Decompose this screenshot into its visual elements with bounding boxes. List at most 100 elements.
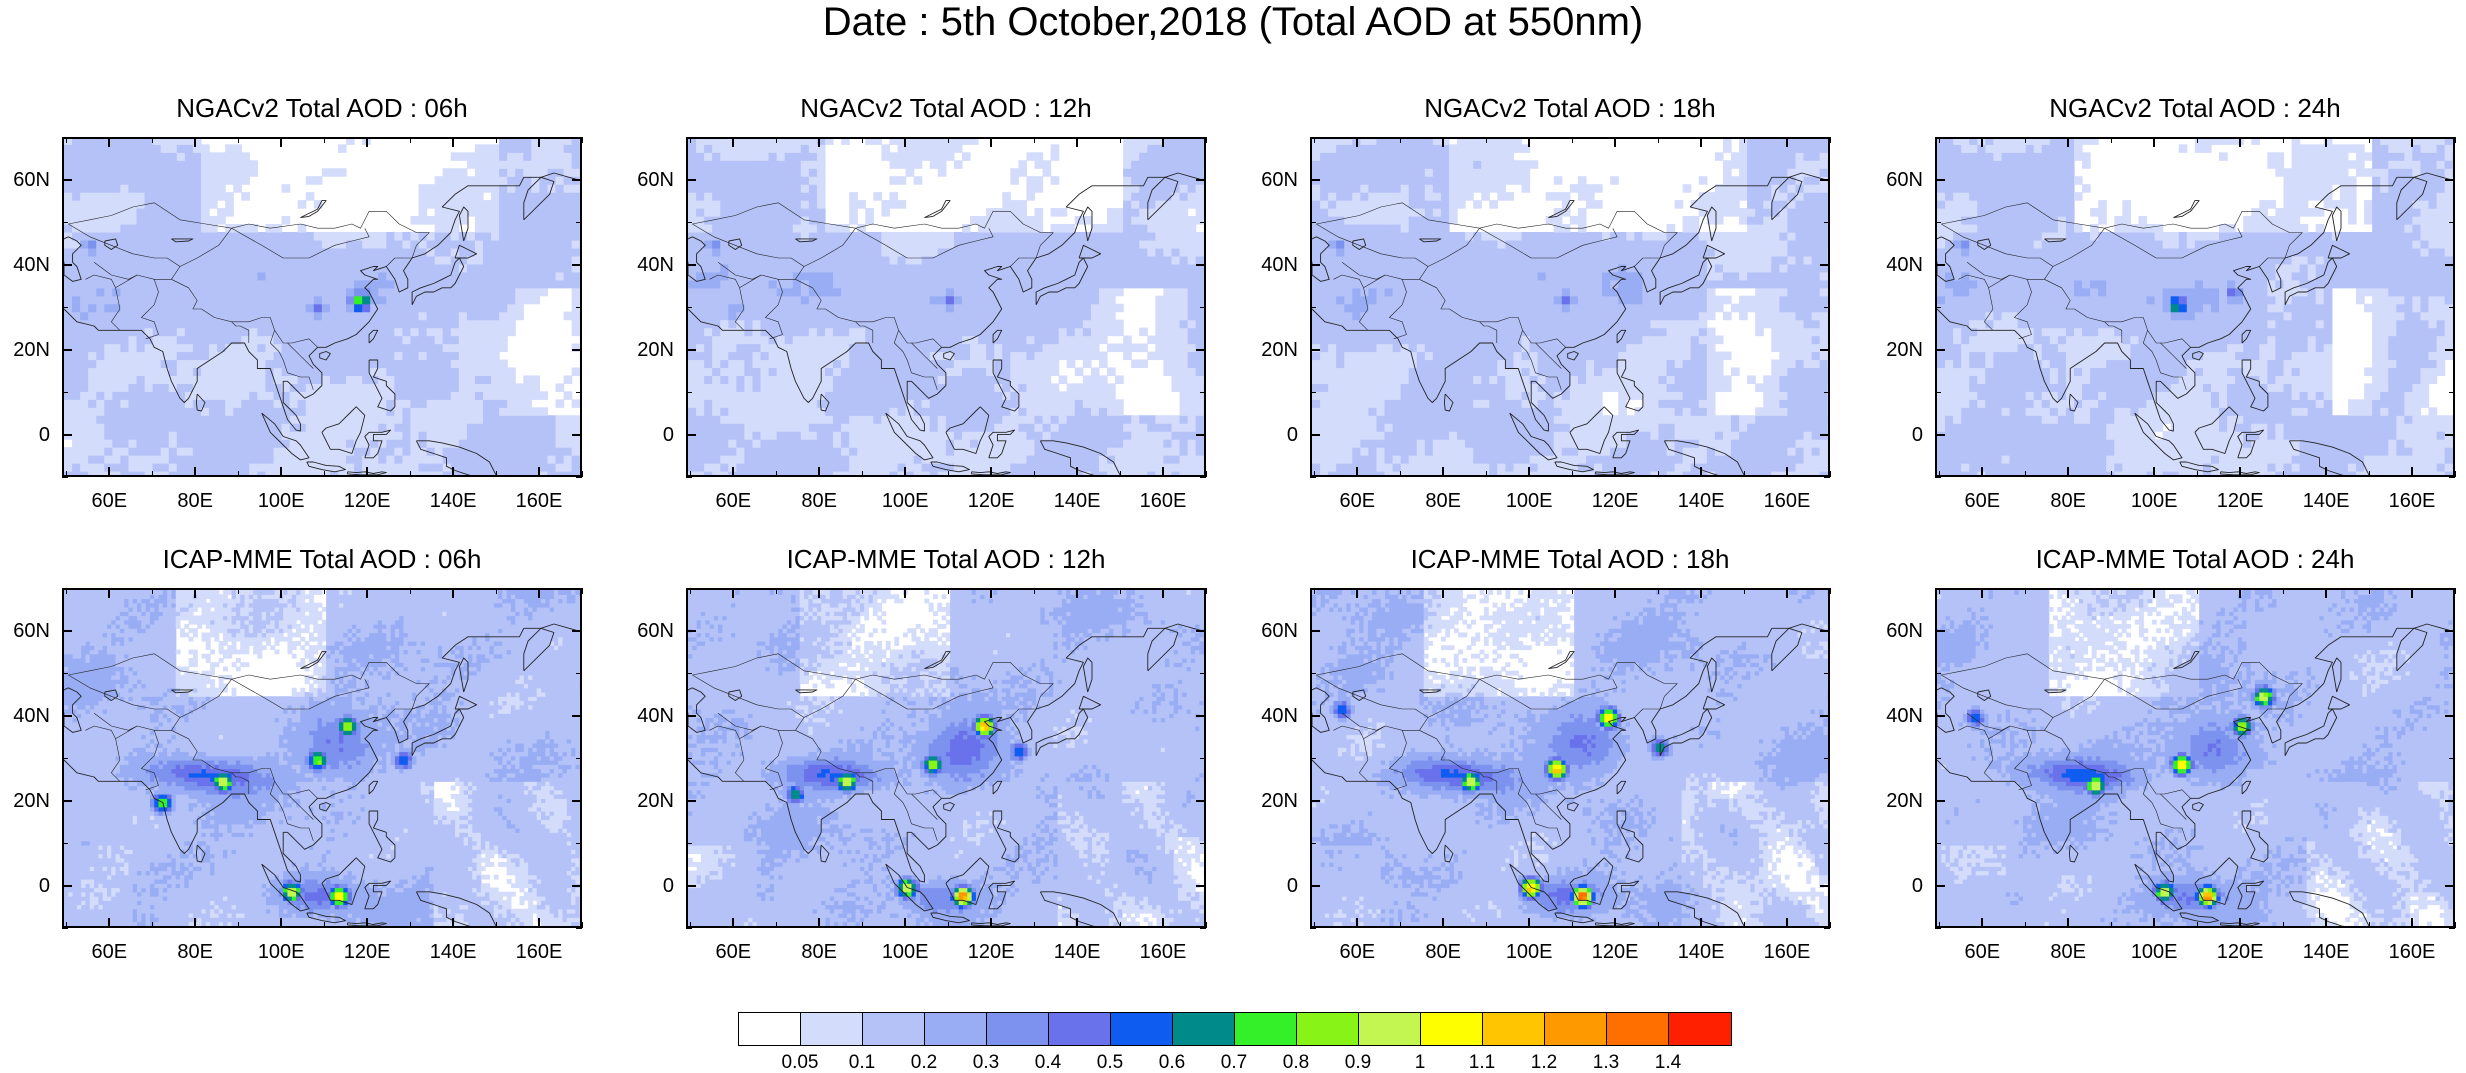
aod-cell bbox=[354, 447, 363, 456]
aod-cell bbox=[728, 304, 737, 313]
aod-cell bbox=[777, 344, 786, 353]
aod-cell bbox=[1204, 367, 1206, 376]
aod-cell bbox=[298, 248, 307, 257]
aod-cell bbox=[1026, 312, 1035, 321]
aod-cell bbox=[177, 439, 186, 448]
aod-cell bbox=[185, 304, 194, 313]
aod-cell bbox=[419, 304, 428, 313]
aod-cell bbox=[873, 359, 882, 368]
aod-cell bbox=[994, 240, 1003, 249]
x-tick-label: 120E bbox=[337, 491, 397, 511]
aod-cell bbox=[88, 280, 97, 289]
aod-cell bbox=[346, 139, 355, 145]
aod-cell bbox=[801, 375, 810, 384]
aod-cell bbox=[128, 439, 137, 448]
aod-cell bbox=[265, 352, 274, 361]
aod-cell bbox=[257, 272, 266, 281]
aod-cell bbox=[459, 336, 468, 345]
aod-cell bbox=[728, 439, 737, 448]
aod-cell bbox=[153, 471, 162, 477]
aod-cell bbox=[225, 288, 234, 297]
aod-cell bbox=[889, 383, 898, 392]
aod-cell bbox=[809, 296, 818, 305]
aod-cell bbox=[849, 431, 858, 440]
aod-cell bbox=[306, 304, 315, 313]
aod-cell bbox=[491, 447, 500, 456]
aod-cell bbox=[499, 328, 508, 337]
aod-cell bbox=[572, 248, 581, 257]
aod-cell bbox=[515, 192, 524, 201]
aod-cell bbox=[986, 399, 995, 408]
aod-cell bbox=[96, 280, 105, 289]
aod-cell bbox=[1171, 439, 1180, 448]
aod-cell bbox=[1196, 232, 1205, 241]
aod-cell bbox=[1107, 367, 1116, 376]
aod-cell bbox=[265, 359, 274, 368]
aod-cell bbox=[225, 312, 234, 321]
aod-cell bbox=[809, 415, 818, 424]
aod-cell bbox=[443, 224, 452, 233]
aod-cell bbox=[825, 423, 834, 432]
aod-cell bbox=[1059, 471, 1068, 477]
aod-cell bbox=[712, 391, 721, 400]
aod-cell bbox=[962, 280, 971, 289]
aod-cell bbox=[1115, 455, 1124, 464]
aod-cell bbox=[556, 144, 565, 153]
aod-cell bbox=[443, 383, 452, 392]
aod-cell bbox=[306, 288, 315, 297]
aod-cell bbox=[499, 264, 508, 273]
aod-cell bbox=[1026, 240, 1035, 249]
aod-cell bbox=[435, 296, 444, 305]
aod-cell bbox=[161, 320, 170, 329]
aod-cell bbox=[970, 288, 979, 297]
aod-cell bbox=[88, 248, 97, 257]
aod-cell bbox=[898, 359, 907, 368]
aod-cell bbox=[809, 320, 818, 329]
aod-cell bbox=[290, 328, 299, 337]
aod-cell bbox=[1163, 264, 1172, 273]
aod-cell bbox=[580, 168, 582, 177]
aod-cell bbox=[137, 463, 146, 472]
aod-cell bbox=[539, 160, 548, 169]
aod-cell bbox=[378, 256, 387, 265]
aod-cell bbox=[1059, 407, 1068, 416]
aod-cell bbox=[169, 296, 178, 305]
aod-cell bbox=[459, 399, 468, 408]
aod-cell bbox=[1139, 160, 1148, 169]
aod-cell bbox=[1163, 352, 1172, 361]
aod-cell bbox=[290, 447, 299, 456]
aod-cell bbox=[833, 407, 842, 416]
aod-cell bbox=[881, 320, 890, 329]
aod-cell bbox=[137, 399, 146, 408]
aod-cell bbox=[475, 423, 484, 432]
aod-cell bbox=[378, 463, 387, 472]
aod-cell bbox=[185, 391, 194, 400]
aod-cell bbox=[865, 216, 874, 225]
aod-cell bbox=[1139, 168, 1148, 177]
aod-cell bbox=[451, 320, 460, 329]
aod-cell bbox=[475, 312, 484, 321]
aod-cell bbox=[153, 264, 162, 273]
aod-cell bbox=[1099, 447, 1108, 456]
aod-cell bbox=[736, 344, 745, 353]
aod-cell bbox=[161, 431, 170, 440]
aod-cell bbox=[1002, 216, 1011, 225]
aod-cell bbox=[507, 280, 516, 289]
aod-cell bbox=[970, 256, 979, 265]
aod-cell bbox=[306, 192, 315, 201]
aod-cell bbox=[777, 320, 786, 329]
aod-cell bbox=[1067, 248, 1076, 257]
aod-cell bbox=[1083, 391, 1092, 400]
aod-cell bbox=[1188, 264, 1197, 273]
aod-cell bbox=[161, 232, 170, 241]
aod-cell bbox=[322, 383, 331, 392]
aod-cell bbox=[483, 168, 492, 177]
aod-cell bbox=[1204, 160, 1206, 169]
aod-cell bbox=[394, 415, 403, 424]
aod-cell bbox=[889, 152, 898, 161]
aod-cell bbox=[249, 391, 258, 400]
aod-cell bbox=[962, 296, 971, 305]
aod-cell bbox=[491, 216, 500, 225]
aod-cell bbox=[914, 272, 923, 281]
aod-cell bbox=[1188, 192, 1197, 201]
